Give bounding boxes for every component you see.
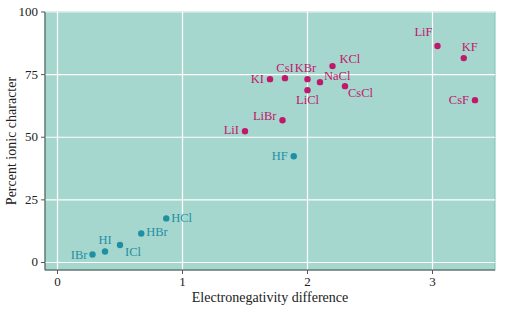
- point-label: LiBr: [253, 109, 277, 123]
- tick-label-x: 2: [304, 274, 311, 289]
- grid-line-y: [45, 74, 495, 75]
- point: [163, 215, 169, 221]
- x-axis-title: Electronegativity difference: [192, 290, 348, 305]
- point: [282, 75, 288, 81]
- point-label: KBr: [295, 61, 317, 75]
- point: [461, 55, 467, 61]
- tick-y: [41, 137, 45, 138]
- tick-y: [41, 12, 45, 13]
- point: [102, 248, 108, 254]
- tick-y: [41, 74, 45, 75]
- point-label: KF: [462, 40, 478, 54]
- point-label: LiF: [414, 25, 432, 39]
- point: [279, 117, 285, 123]
- point-label: NaCl: [324, 69, 351, 83]
- point-label: HCl: [171, 211, 192, 225]
- point: [472, 97, 478, 103]
- point-label: LiI: [224, 123, 239, 137]
- point: [117, 242, 123, 248]
- point-label: CsF: [449, 93, 469, 107]
- grid-line-x: [307, 12, 308, 270]
- tick-label-x: 1: [179, 274, 186, 289]
- point: [242, 128, 248, 134]
- point-label: ICl: [125, 245, 142, 259]
- grid-line-y: [45, 137, 495, 138]
- point-label: HI: [98, 233, 111, 247]
- y-axis-title: Percent ionic character: [4, 77, 19, 206]
- tick-label-y: 75: [25, 67, 38, 82]
- y-axis-line: [45, 12, 46, 270]
- tick-label-y: 50: [25, 129, 38, 144]
- point-label: HBr: [146, 225, 168, 239]
- point: [434, 43, 440, 49]
- point: [291, 153, 297, 159]
- grid-line-y: [45, 11, 495, 12]
- grid-line-y: [45, 199, 495, 200]
- tick-label-y: 25: [25, 192, 38, 207]
- point-label: CsCl: [348, 86, 374, 100]
- tick-label-y: 0: [32, 254, 39, 269]
- point-label: IBr: [71, 248, 89, 262]
- points: [89, 43, 478, 258]
- tick-label-x: 0: [54, 274, 61, 289]
- point: [317, 79, 323, 85]
- point-label: LiCl: [296, 93, 319, 107]
- grid-line-x: [432, 12, 433, 270]
- grid-line-x: [182, 12, 183, 270]
- point-label: KCl: [340, 52, 361, 66]
- point-label: KI: [251, 72, 264, 86]
- tick-label-y: 100: [19, 4, 39, 19]
- tick-y: [41, 199, 45, 200]
- point: [304, 76, 310, 82]
- chart: 0 1 2 3 0 25 50 75 100 IBr HI ICl HBrHCl HF LiI LiBr KI C…: [0, 0, 520, 317]
- plot-area: [45, 12, 495, 270]
- tick-label-x: 3: [429, 274, 436, 289]
- point: [138, 230, 144, 236]
- grid-line-x: [57, 12, 58, 270]
- point-label: HF: [272, 149, 288, 163]
- grid-line-y: [45, 262, 495, 263]
- x-axis-line: [45, 270, 495, 271]
- point: [89, 251, 95, 257]
- point: [267, 76, 273, 82]
- point-label: CsI: [276, 61, 293, 75]
- tick-y: [41, 262, 45, 263]
